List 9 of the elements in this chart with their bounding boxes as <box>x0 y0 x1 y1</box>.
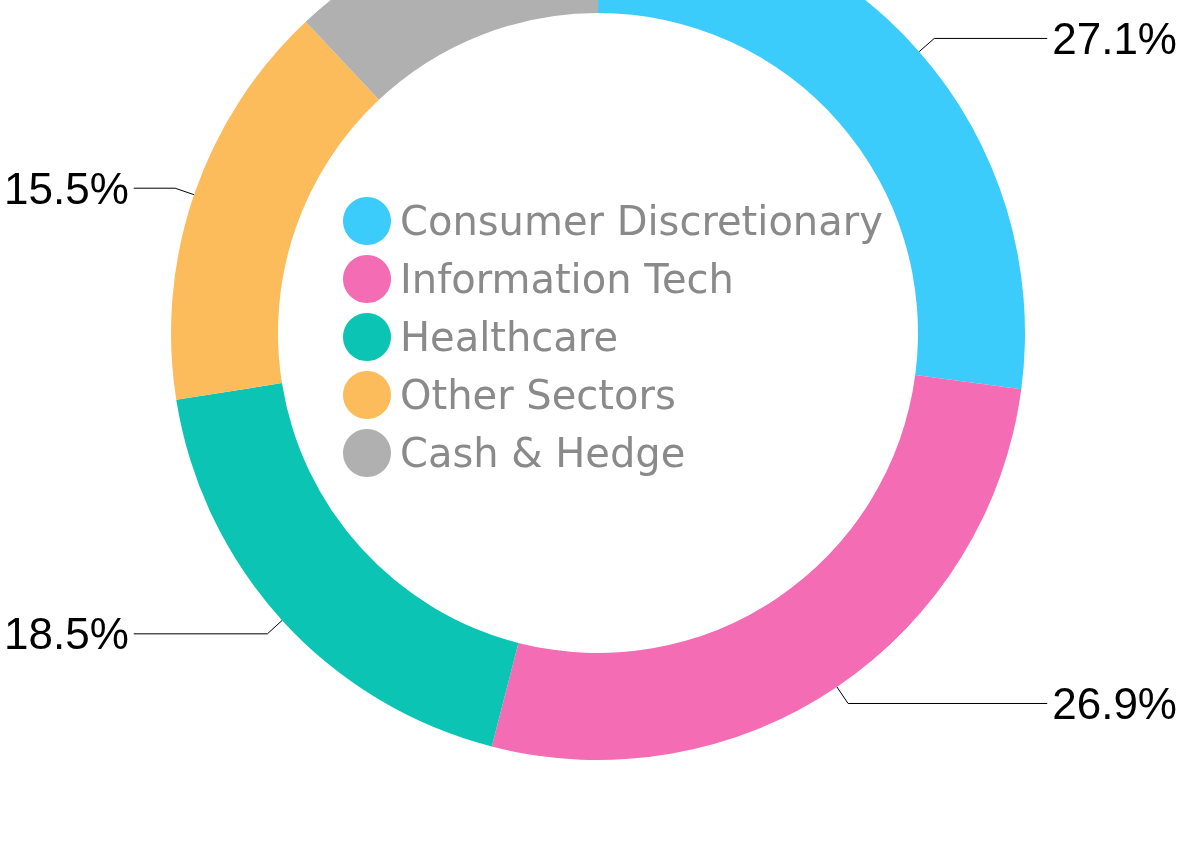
data-label: 27.1% <box>1052 13 1177 63</box>
legend-label: Cash & Hedge <box>400 430 686 476</box>
data-label: 15.5% <box>4 163 129 213</box>
legend-label: Information Tech <box>400 256 734 302</box>
legend-label: Other Sectors <box>400 372 676 418</box>
legend-label: Consumer Discretionary <box>400 198 883 244</box>
legend-label: Healthcare <box>400 314 619 360</box>
data-label: 18.5% <box>4 609 129 659</box>
data-label: 26.9% <box>1052 678 1177 728</box>
